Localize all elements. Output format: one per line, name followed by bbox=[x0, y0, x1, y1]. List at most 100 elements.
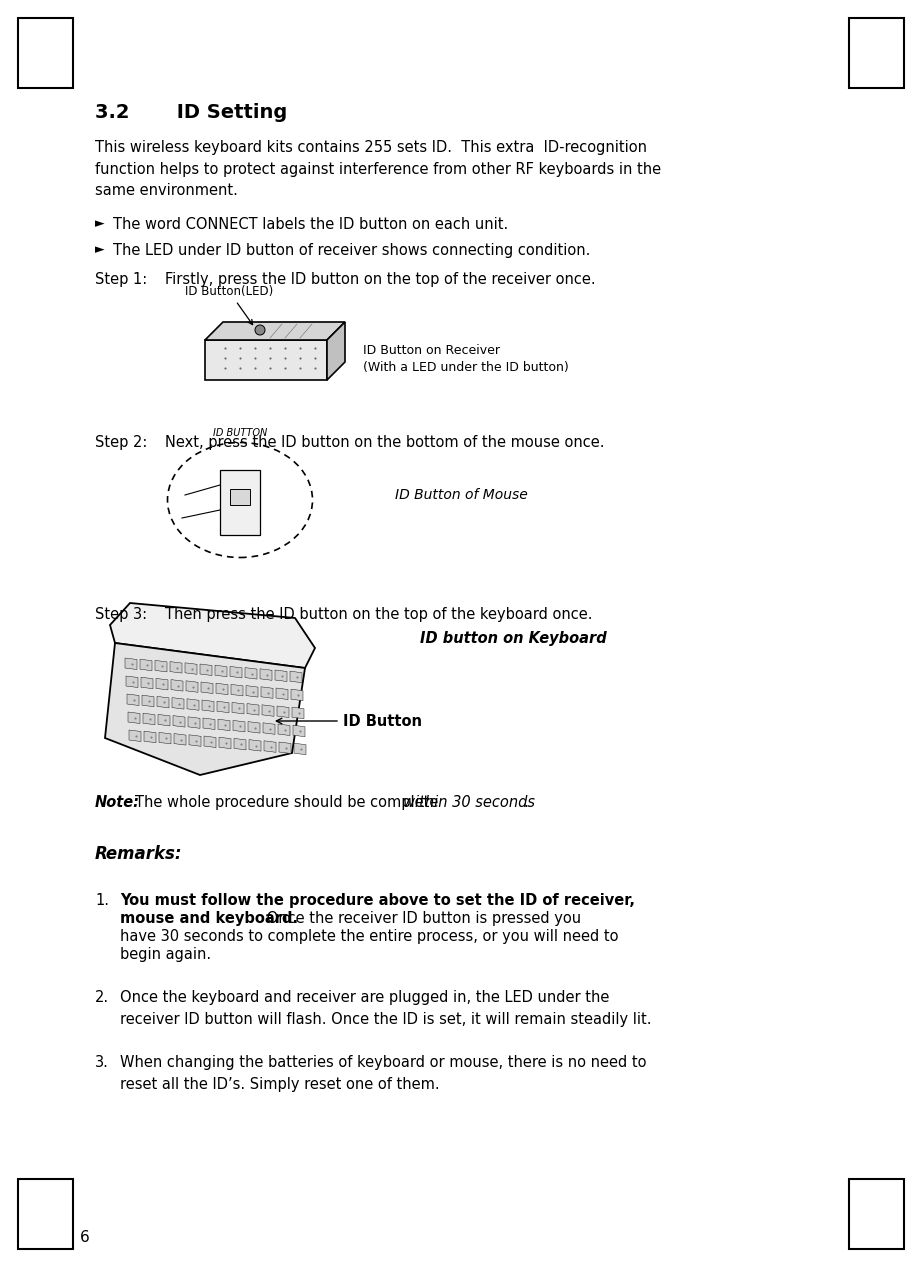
Polygon shape bbox=[156, 678, 168, 691]
Polygon shape bbox=[290, 672, 302, 683]
Polygon shape bbox=[277, 706, 289, 717]
Polygon shape bbox=[249, 740, 261, 751]
Polygon shape bbox=[233, 721, 245, 732]
Text: ID Button(LED): ID Button(LED) bbox=[185, 285, 273, 324]
Bar bbox=[849, 1180, 904, 1249]
Polygon shape bbox=[141, 677, 153, 689]
Polygon shape bbox=[216, 683, 228, 694]
Polygon shape bbox=[293, 725, 305, 736]
Text: Firstly, press the ID button on the top of the receiver once.: Firstly, press the ID button on the top … bbox=[165, 272, 596, 288]
Polygon shape bbox=[155, 660, 167, 672]
Text: mouse and keyboard.: mouse and keyboard. bbox=[120, 911, 298, 926]
Polygon shape bbox=[129, 730, 141, 741]
Polygon shape bbox=[143, 713, 155, 725]
Bar bbox=[849, 18, 904, 87]
Polygon shape bbox=[246, 685, 258, 697]
Polygon shape bbox=[110, 603, 315, 668]
Text: ID Button on Receiver: ID Button on Receiver bbox=[363, 343, 500, 356]
Text: Step 2:: Step 2: bbox=[95, 435, 148, 450]
Polygon shape bbox=[275, 670, 287, 682]
Text: 1.: 1. bbox=[95, 893, 109, 908]
Polygon shape bbox=[204, 736, 216, 748]
Bar bbox=[18, 1180, 73, 1249]
Polygon shape bbox=[205, 322, 345, 340]
Text: Once the keyboard and receiver are plugged in, the LED under the
receiver ID but: Once the keyboard and receiver are plugg… bbox=[120, 990, 652, 1026]
Text: Once the receiver ID button is pressed you: Once the receiver ID button is pressed y… bbox=[262, 911, 581, 926]
Polygon shape bbox=[278, 723, 290, 736]
Polygon shape bbox=[215, 665, 227, 677]
Polygon shape bbox=[260, 669, 272, 680]
Polygon shape bbox=[201, 682, 213, 693]
Polygon shape bbox=[188, 717, 200, 729]
Polygon shape bbox=[187, 699, 199, 711]
Polygon shape bbox=[217, 701, 229, 713]
Text: The LED under ID button of receiver shows connecting condition.: The LED under ID button of receiver show… bbox=[113, 243, 590, 258]
Polygon shape bbox=[125, 658, 137, 669]
Text: 6: 6 bbox=[80, 1230, 89, 1245]
Polygon shape bbox=[264, 741, 276, 753]
Polygon shape bbox=[158, 715, 170, 726]
Polygon shape bbox=[203, 718, 215, 730]
Polygon shape bbox=[157, 697, 169, 708]
Text: have 30 seconds to complete the entire process, or you will need to: have 30 seconds to complete the entire p… bbox=[120, 929, 619, 944]
Text: Note:: Note: bbox=[95, 794, 140, 810]
Polygon shape bbox=[126, 677, 138, 688]
Text: Step 3:: Step 3: bbox=[95, 607, 148, 622]
Polygon shape bbox=[144, 731, 156, 742]
Polygon shape bbox=[234, 739, 246, 750]
Polygon shape bbox=[159, 732, 171, 744]
Polygon shape bbox=[127, 694, 139, 706]
Polygon shape bbox=[171, 679, 183, 691]
Text: 3.2       ID Setting: 3.2 ID Setting bbox=[95, 103, 288, 122]
Polygon shape bbox=[128, 712, 140, 723]
Text: ID Button of Mouse: ID Button of Mouse bbox=[395, 488, 527, 502]
Text: ID button on Keyboard: ID button on Keyboard bbox=[420, 631, 607, 645]
Text: You must follow the procedure above to set the ID of receiver,: You must follow the procedure above to s… bbox=[120, 893, 635, 908]
Text: within 30 seconds: within 30 seconds bbox=[403, 794, 535, 810]
Text: The whole procedure should be complete: The whole procedure should be complete bbox=[135, 794, 443, 810]
Polygon shape bbox=[294, 744, 306, 755]
Bar bbox=[220, 470, 260, 535]
Circle shape bbox=[255, 326, 265, 334]
Polygon shape bbox=[262, 704, 274, 716]
Text: begin again.: begin again. bbox=[120, 946, 211, 962]
Polygon shape bbox=[202, 699, 214, 712]
Polygon shape bbox=[291, 689, 303, 701]
Polygon shape bbox=[174, 734, 186, 745]
Text: (With a LED under the ID button): (With a LED under the ID button) bbox=[363, 361, 569, 375]
Text: The word CONNECT labels the ID button on each unit.: The word CONNECT labels the ID button on… bbox=[113, 217, 508, 232]
Polygon shape bbox=[230, 666, 242, 678]
Polygon shape bbox=[170, 661, 182, 673]
Polygon shape bbox=[189, 735, 201, 746]
Polygon shape bbox=[185, 663, 197, 674]
Polygon shape bbox=[173, 716, 185, 727]
Text: ►: ► bbox=[95, 217, 104, 231]
Text: Step 1:: Step 1: bbox=[95, 272, 148, 288]
Polygon shape bbox=[218, 720, 230, 731]
Polygon shape bbox=[327, 322, 345, 380]
Text: This wireless keyboard kits contains 255 sets ID.  This extra  ID-recognition
fu: This wireless keyboard kits contains 255… bbox=[95, 139, 661, 198]
Bar bbox=[18, 18, 73, 87]
Polygon shape bbox=[247, 703, 259, 715]
Polygon shape bbox=[231, 684, 243, 696]
Polygon shape bbox=[205, 340, 327, 380]
Text: 3.: 3. bbox=[95, 1055, 109, 1071]
Text: When changing the batteries of keyboard or mouse, there is no need to
reset all : When changing the batteries of keyboard … bbox=[120, 1055, 646, 1092]
Polygon shape bbox=[279, 742, 291, 754]
Text: ID BUTTON: ID BUTTON bbox=[213, 428, 267, 438]
Text: Next, press the ID button on the bottom of the mouse once.: Next, press the ID button on the bottom … bbox=[165, 435, 605, 450]
Text: Remarks:: Remarks: bbox=[95, 845, 183, 863]
Polygon shape bbox=[186, 680, 198, 692]
Polygon shape bbox=[232, 702, 244, 713]
Polygon shape bbox=[276, 688, 288, 699]
Text: 2.: 2. bbox=[95, 990, 109, 1005]
Polygon shape bbox=[200, 664, 212, 675]
Text: .: . bbox=[523, 794, 527, 810]
Text: ID Button: ID Button bbox=[343, 713, 422, 729]
Text: Then press the ID button on the top of the keyboard once.: Then press the ID button on the top of t… bbox=[165, 607, 593, 622]
Polygon shape bbox=[219, 737, 231, 749]
Polygon shape bbox=[142, 696, 154, 707]
Polygon shape bbox=[261, 687, 273, 698]
Polygon shape bbox=[105, 642, 305, 775]
Polygon shape bbox=[263, 722, 275, 735]
